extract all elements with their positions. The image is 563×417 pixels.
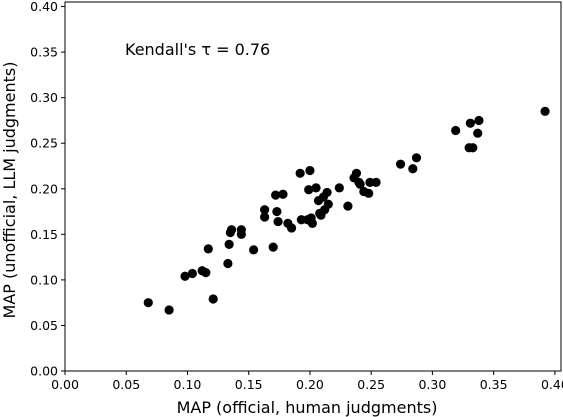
data-point — [451, 125, 461, 136]
data-point — [474, 115, 484, 126]
y-axis-ticks: 0.00 0.05 0.10 0.15 0.20 0.25 0.30 0.35 0.40 — [30, 0, 65, 379]
data-point — [180, 271, 190, 281]
data-point — [295, 168, 305, 178]
data-point — [271, 190, 281, 200]
x-tick-label: 0.00 — [51, 377, 79, 392]
y-tick-label: 0.25 — [30, 136, 58, 151]
kendall-tau-annotation: Kendall's τ = 0.76 — [125, 40, 270, 59]
data-point — [311, 183, 321, 193]
x-tick-label: 0.05 — [112, 377, 140, 392]
data-point — [355, 179, 365, 189]
data-point — [224, 239, 234, 249]
y-tick-label: 0.00 — [30, 364, 58, 379]
data-point — [540, 106, 550, 116]
y-tick-label: 0.40 — [30, 0, 58, 14]
data-point — [260, 205, 270, 215]
y-axis-label: MAP (unofficial, LLM judgments) — [0, 62, 19, 319]
y-tick-label: 0.05 — [30, 318, 58, 333]
y-tick-label: 0.30 — [30, 90, 58, 105]
data-point — [351, 168, 362, 178]
data-point — [164, 305, 174, 315]
data-point — [371, 177, 381, 187]
y-tick-label: 0.15 — [30, 227, 58, 242]
data-point — [304, 185, 314, 195]
data-point — [334, 183, 344, 193]
data-point — [305, 165, 315, 176]
data-point — [260, 212, 270, 222]
y-tick-label: 0.20 — [30, 181, 58, 196]
data-point — [272, 206, 282, 217]
data-point — [395, 159, 406, 169]
data-points — [143, 106, 550, 315]
data-point — [408, 164, 418, 174]
x-tick-label: 0.20 — [296, 377, 324, 392]
data-point — [203, 244, 213, 254]
x-tick-label: 0.10 — [174, 377, 202, 392]
data-point — [187, 268, 197, 279]
data-point — [249, 245, 259, 255]
data-point — [343, 201, 353, 211]
x-axis-label: MAP (official, human judgments) — [177, 398, 438, 417]
data-point — [226, 225, 237, 235]
y-tick-label: 0.35 — [30, 45, 58, 60]
data-point — [323, 199, 333, 209]
data-point — [473, 128, 483, 138]
data-point — [364, 188, 374, 198]
data-point — [468, 143, 478, 153]
data-point — [236, 225, 246, 235]
x-axis-ticks: 0.00 0.05 0.10 0.15 0.20 0.25 0.30 0.35 0.40 — [51, 371, 563, 392]
plot-frame — [64, 1, 562, 372]
y-tick-label: 0.10 — [30, 272, 58, 287]
data-point — [411, 153, 422, 163]
data-point — [208, 294, 218, 304]
data-point — [278, 189, 288, 199]
data-point — [286, 223, 297, 233]
data-point — [223, 258, 233, 269]
x-tick-label: 0.25 — [357, 377, 385, 392]
x-tick-label: 0.40 — [541, 377, 563, 392]
data-point — [143, 298, 153, 308]
data-point — [201, 268, 211, 278]
data-point — [307, 218, 317, 228]
x-tick-label: 0.15 — [235, 377, 263, 392]
data-point — [322, 187, 332, 198]
x-tick-label: 0.30 — [418, 377, 446, 392]
x-tick-label: 0.35 — [480, 377, 508, 392]
data-point — [268, 242, 278, 252]
data-point — [465, 118, 475, 128]
data-point — [273, 216, 283, 227]
